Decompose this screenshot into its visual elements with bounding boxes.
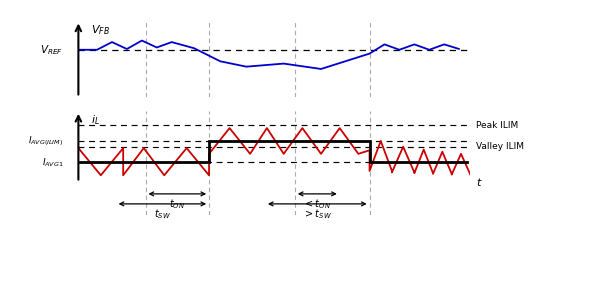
Text: $I_{AVG(ILIM)}$: $I_{AVG(ILIM)}$ bbox=[28, 134, 63, 148]
Text: Valley ILIM: Valley ILIM bbox=[476, 142, 524, 151]
Text: Peak ILIM: Peak ILIM bbox=[476, 121, 518, 130]
Text: $V_{FB}$: $V_{FB}$ bbox=[92, 23, 110, 37]
Text: $V_{REF}$: $V_{REF}$ bbox=[40, 43, 63, 57]
Text: $i_L$: $i_L$ bbox=[92, 113, 101, 127]
Text: $t_{SW}$: $t_{SW}$ bbox=[154, 207, 171, 220]
Text: $t$: $t$ bbox=[476, 176, 482, 188]
Text: $< t_{ON}$: $< t_{ON}$ bbox=[303, 197, 331, 211]
Text: $t_{ON}$: $t_{ON}$ bbox=[169, 197, 185, 211]
Text: $I_{AVG1}$: $I_{AVG1}$ bbox=[42, 156, 63, 169]
Text: $> t_{SW}$: $> t_{SW}$ bbox=[303, 207, 332, 220]
